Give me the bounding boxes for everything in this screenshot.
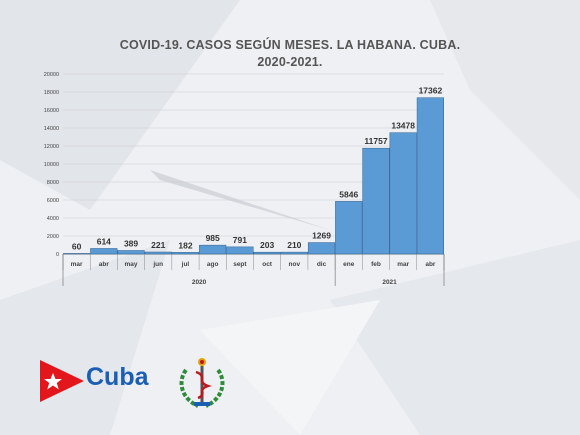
y-tick-label: 0 (56, 252, 59, 258)
data-label: 60 (72, 241, 82, 251)
y-tick-label: 16000 (44, 108, 59, 114)
data-label: 182 (178, 240, 192, 250)
category-label: dic (317, 261, 327, 268)
cuba-logo: Cuba (40, 360, 160, 404)
data-label: 13478 (391, 121, 415, 131)
group-label: 2021 (382, 279, 397, 286)
data-label: 210 (287, 240, 301, 250)
chart-title-line-2: 2020-2021. (257, 55, 323, 69)
bar (63, 253, 91, 255)
category-label: abr (99, 261, 110, 268)
chart-title-line-1: COVID-19. CASOS SEGÚN MESES. LA HABANA. … (119, 38, 461, 52)
bar (280, 251, 308, 255)
data-label: 389 (124, 238, 138, 248)
data-label: 614 (97, 236, 111, 246)
y-tick-label: 4000 (47, 216, 59, 222)
bar (389, 132, 417, 255)
category-label: oct (262, 261, 273, 268)
y-tick-label: 10000 (44, 162, 59, 168)
cuba-flag-icon (40, 360, 84, 402)
bar (199, 244, 227, 255)
data-label: 203 (260, 240, 274, 250)
bar (253, 251, 281, 255)
bar (307, 242, 336, 255)
category-label: jul (181, 261, 190, 268)
bar-chart: 0 2000 4000 6000 8000 10000 12000 14000 16000 180… (44, 72, 445, 286)
bar (171, 252, 200, 255)
bar (117, 250, 145, 255)
bar (144, 251, 172, 255)
category-label: nov (289, 261, 301, 268)
cuba-logo-text: Cuba (86, 363, 149, 391)
y-tick-label: 14000 (44, 126, 59, 132)
y-tick-label: 18000 (44, 90, 59, 96)
bar (416, 97, 444, 255)
category-label: jun (152, 261, 163, 268)
data-label: 11757 (364, 136, 387, 146)
data-label: 221 (151, 240, 165, 250)
category-label: ago (207, 261, 219, 268)
data-label: 1269 (312, 231, 331, 241)
y-tick-label: 2000 (47, 234, 59, 240)
health-ministry-seal-icon (179, 358, 225, 408)
category-label: ene (343, 261, 355, 268)
category-label: feb (371, 261, 381, 268)
category-label: may (125, 261, 138, 268)
data-label: 5846 (339, 189, 358, 199)
bar (90, 248, 118, 255)
y-tick-label: 8000 (47, 180, 59, 186)
category-label: mar (397, 261, 409, 268)
bar (335, 201, 363, 255)
y-tick-label: 20000 (44, 72, 59, 78)
group-label: 2020 (192, 279, 207, 286)
data-label: 985 (206, 233, 220, 243)
data-label: 17362 (419, 86, 443, 96)
category-label: sept (233, 261, 247, 268)
y-tick-label: 6000 (47, 198, 59, 204)
category-label: abr (425, 261, 436, 268)
bar (362, 147, 390, 255)
bar (226, 246, 254, 255)
data-label: 791 (233, 235, 247, 245)
category-label: mar (71, 261, 83, 268)
y-tick-label: 12000 (44, 144, 59, 150)
